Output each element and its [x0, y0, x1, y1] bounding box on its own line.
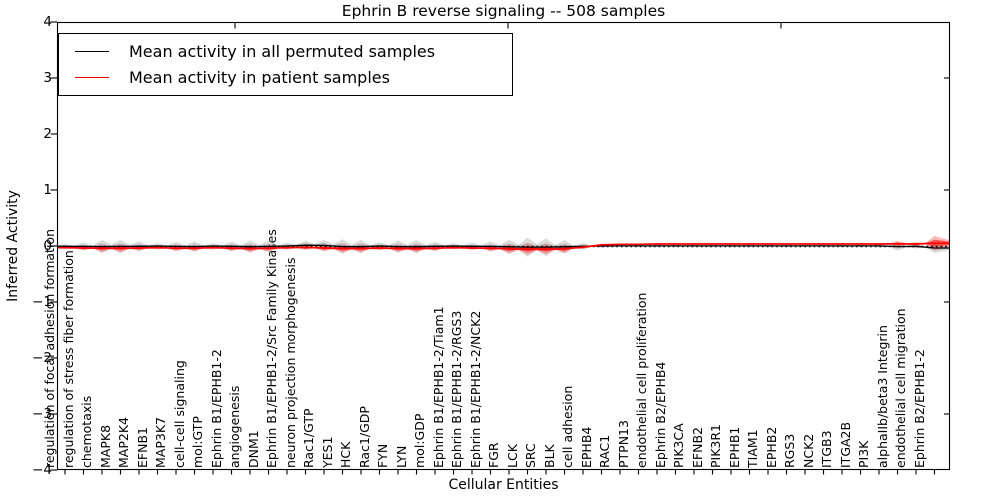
x-category-label: RAC1 [597, 434, 612, 468]
x-category-label: YES1 [319, 436, 335, 468]
x-category-label: NCK2 [800, 433, 816, 468]
x-category-label: chemotaxis [79, 395, 94, 468]
y-tick-label: −3 [32, 406, 52, 422]
x-category-label: EFNB2 [689, 427, 705, 468]
x-category-label: endothelial cell proliferation [634, 292, 649, 468]
legend-entry-permuted: Mean activity in all permuted samples [59, 42, 512, 61]
x-category-label: regulation of stress fiber formation [60, 250, 76, 468]
x-category-label: MAPK8 [97, 424, 113, 468]
legend-label-permuted: Mean activity in all permuted samples [129, 41, 436, 61]
x-category-label: cell-cell signaling [171, 360, 187, 468]
x-category-label: EPHB1 [726, 426, 742, 468]
x-category-label: PI3K [856, 440, 871, 468]
x-category-label: PIK3R1 [708, 423, 723, 468]
y-tick-label: 1 [43, 182, 52, 198]
x-category-label: LCK [504, 444, 520, 468]
x-category-label: Ephrin B2/EPHB4 [652, 361, 668, 468]
x-category-label: RGS3 [782, 433, 797, 468]
y-tick-label: 0 [43, 238, 52, 254]
x-category-label: alphaIIb/beta3 Integrin [874, 325, 890, 468]
y-tick-label: 2 [43, 126, 52, 142]
x-category-label: BLK [541, 444, 557, 468]
x-category-label: PIK3CA [671, 423, 686, 468]
x-category-label: mol:GDP [412, 413, 427, 468]
x-category-label: Ephrin B2/EPHB1-2 [911, 349, 927, 468]
y-tick-label: −1 [32, 294, 52, 310]
legend-entry-patient: Mean activity in patient samples [59, 68, 512, 87]
figure-title: Ephrin B reverse signaling -- 508 sample… [341, 2, 666, 20]
legend-line-patient-swatch [75, 77, 109, 79]
x-category-label: ITGB3 [819, 430, 834, 468]
series-line-permuted [57, 244, 950, 249]
x-category-label: FGR [486, 442, 501, 468]
x-category-label: SRC [523, 443, 538, 468]
x-category-label: ITGA2B [837, 421, 853, 468]
x-category-label: angiogenesis [227, 385, 242, 468]
x-category-label: Ephrin B1/EPHB1-2 [208, 349, 224, 468]
violin-band-permuted-inner [57, 242, 950, 252]
x-category-label: Ephrin B1/EPHB1-2/Src Family Kinases [264, 229, 279, 468]
series-line-patient [57, 242, 950, 250]
x-category-label: FYN [375, 443, 390, 468]
x-category-label: regulation of focal adhesion formation [42, 229, 57, 468]
violin-band-patient-outer [57, 235, 950, 255]
x-category-label: EPHB4 [578, 426, 594, 468]
y-tick-label: −4 [32, 462, 52, 478]
x-category-label: Rac1/GDP [356, 406, 372, 468]
y-tick-label: 3 [43, 70, 52, 86]
x-category-label: EFNB1 [134, 427, 150, 468]
x-category-label: neuron projection morphogenesis [282, 257, 298, 468]
x-category-label: MAP2K4 [116, 417, 131, 468]
x-category-label: EPHB2 [763, 426, 779, 468]
legend: Mean activity in all permuted samples Me… [58, 33, 513, 96]
y-tick-label: −2 [32, 350, 52, 366]
x-category-label: mol:GTP [190, 416, 205, 468]
x-category-label: MAP3K7 [153, 417, 168, 468]
x-category-label: PTPN13 [615, 420, 631, 468]
x-category-label: Ephrin B1/EPHB1-2/Tiam1 [430, 306, 446, 468]
x-category-label: endothelial cell migration [893, 308, 908, 468]
legend-label-patient: Mean activity in patient samples [129, 68, 390, 88]
plot-content [57, 235, 950, 257]
legend-line-permuted-swatch [75, 50, 109, 52]
x-category-label: LYN [393, 445, 409, 468]
x-category-label: Ephrin B1/EPHB1-2/NCK2 [467, 310, 483, 468]
x-axis-label: Cellular Entities [448, 477, 559, 493]
violin-band-patient-inner [57, 239, 950, 252]
y-tick-label: 4 [43, 14, 52, 30]
x-category-label: HCK [338, 441, 353, 468]
x-category-label: TIAM1 [745, 429, 760, 468]
x-category-label: cell adhesion [560, 385, 575, 468]
x-category-label: Rac1/GTP [301, 408, 316, 468]
x-category-label: DNM1 [245, 430, 261, 468]
x-category-label: Ephrin B1/EPHB1-2/RGS3 [449, 310, 464, 468]
violin-band-permuted-outer [57, 237, 950, 257]
